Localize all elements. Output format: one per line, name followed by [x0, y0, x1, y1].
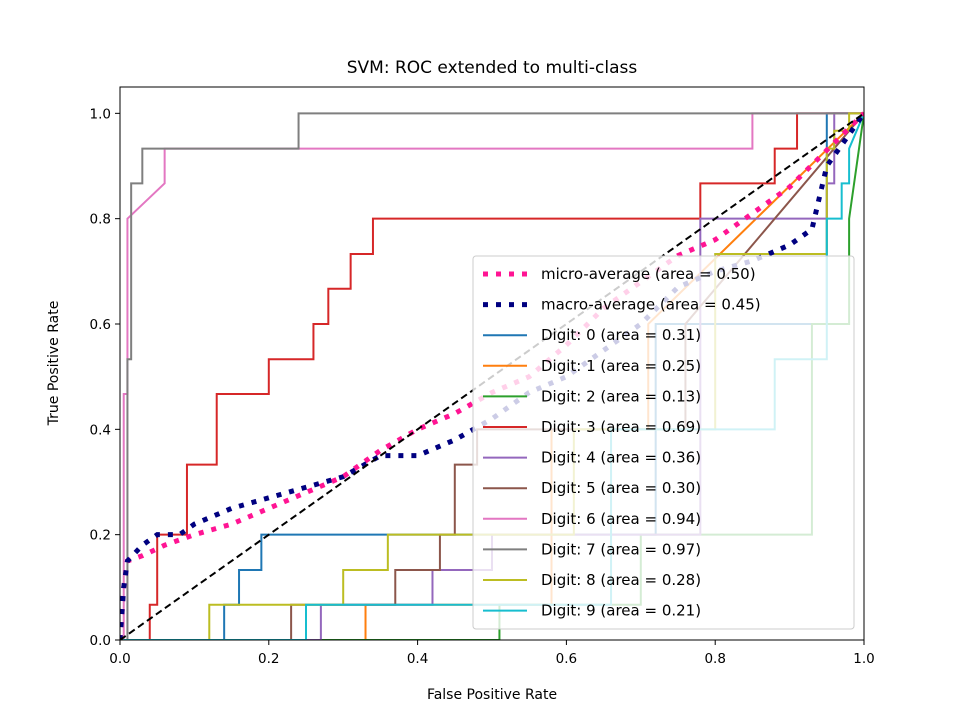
plot-frame	[119, 86, 865, 641]
x-tick-label: 0.4	[407, 651, 428, 667]
legend-label: Digit: 3 (area = 0.69)	[541, 418, 701, 436]
legend-label: Digit: 0 (area = 0.31)	[541, 326, 701, 344]
y-tick-label: 0.8	[90, 212, 111, 228]
y-tick-label: 0.2	[90, 528, 111, 544]
x-tick-label: 0.0	[109, 651, 130, 667]
series-line-digit-7-area-0-97	[120, 112, 864, 640]
y-tick-label: 1.0	[90, 106, 111, 122]
legend-label: micro-average (area = 0.50)	[541, 265, 756, 283]
legend-label: Digit: 6 (area = 0.94)	[541, 510, 701, 528]
legend-box	[472, 255, 855, 630]
legend-label: macro-average (area = 0.45)	[541, 296, 761, 314]
legend-label: Digit: 4 (area = 0.36)	[541, 449, 701, 467]
y-axis: 0.0 0.2 0.4 0.6 0.8 1.0	[90, 106, 120, 649]
chart-title: SVM: ROC extended to multi-class	[347, 58, 638, 78]
series-line-micro-average-area-0-50	[120, 111, 864, 640]
legend-label: Digit: 2 (area = 0.13)	[541, 387, 701, 405]
legend-label: Digit: 1 (area = 0.25)	[541, 357, 701, 375]
y-tick-label: 0.6	[90, 317, 111, 333]
legend-label: Digit: 5 (area = 0.30)	[541, 479, 701, 497]
y-tick-label: 0.0	[90, 633, 111, 649]
legend-label: Digit: 9 (area = 0.21)	[541, 602, 701, 620]
legend-label: Digit: 7 (area = 0.97)	[541, 540, 701, 558]
x-axis-label: False Positive Rate	[427, 687, 557, 703]
x-tick-label: 0.2	[258, 651, 279, 667]
legend-label: Digit: 8 (area = 0.28)	[541, 571, 701, 589]
x-tick-label: 0.8	[704, 651, 725, 667]
x-tick-label: 0.6	[556, 651, 577, 667]
legend: micro-average (area = 0.50) macro-average…	[472, 255, 855, 630]
y-axis-label: True Positive Rate	[46, 301, 62, 427]
x-axis: 0.0 0.2 0.4 0.6 0.8 1.0	[109, 640, 875, 667]
y-tick-label: 0.4	[90, 422, 111, 438]
x-tick-label: 1.0	[853, 651, 874, 667]
